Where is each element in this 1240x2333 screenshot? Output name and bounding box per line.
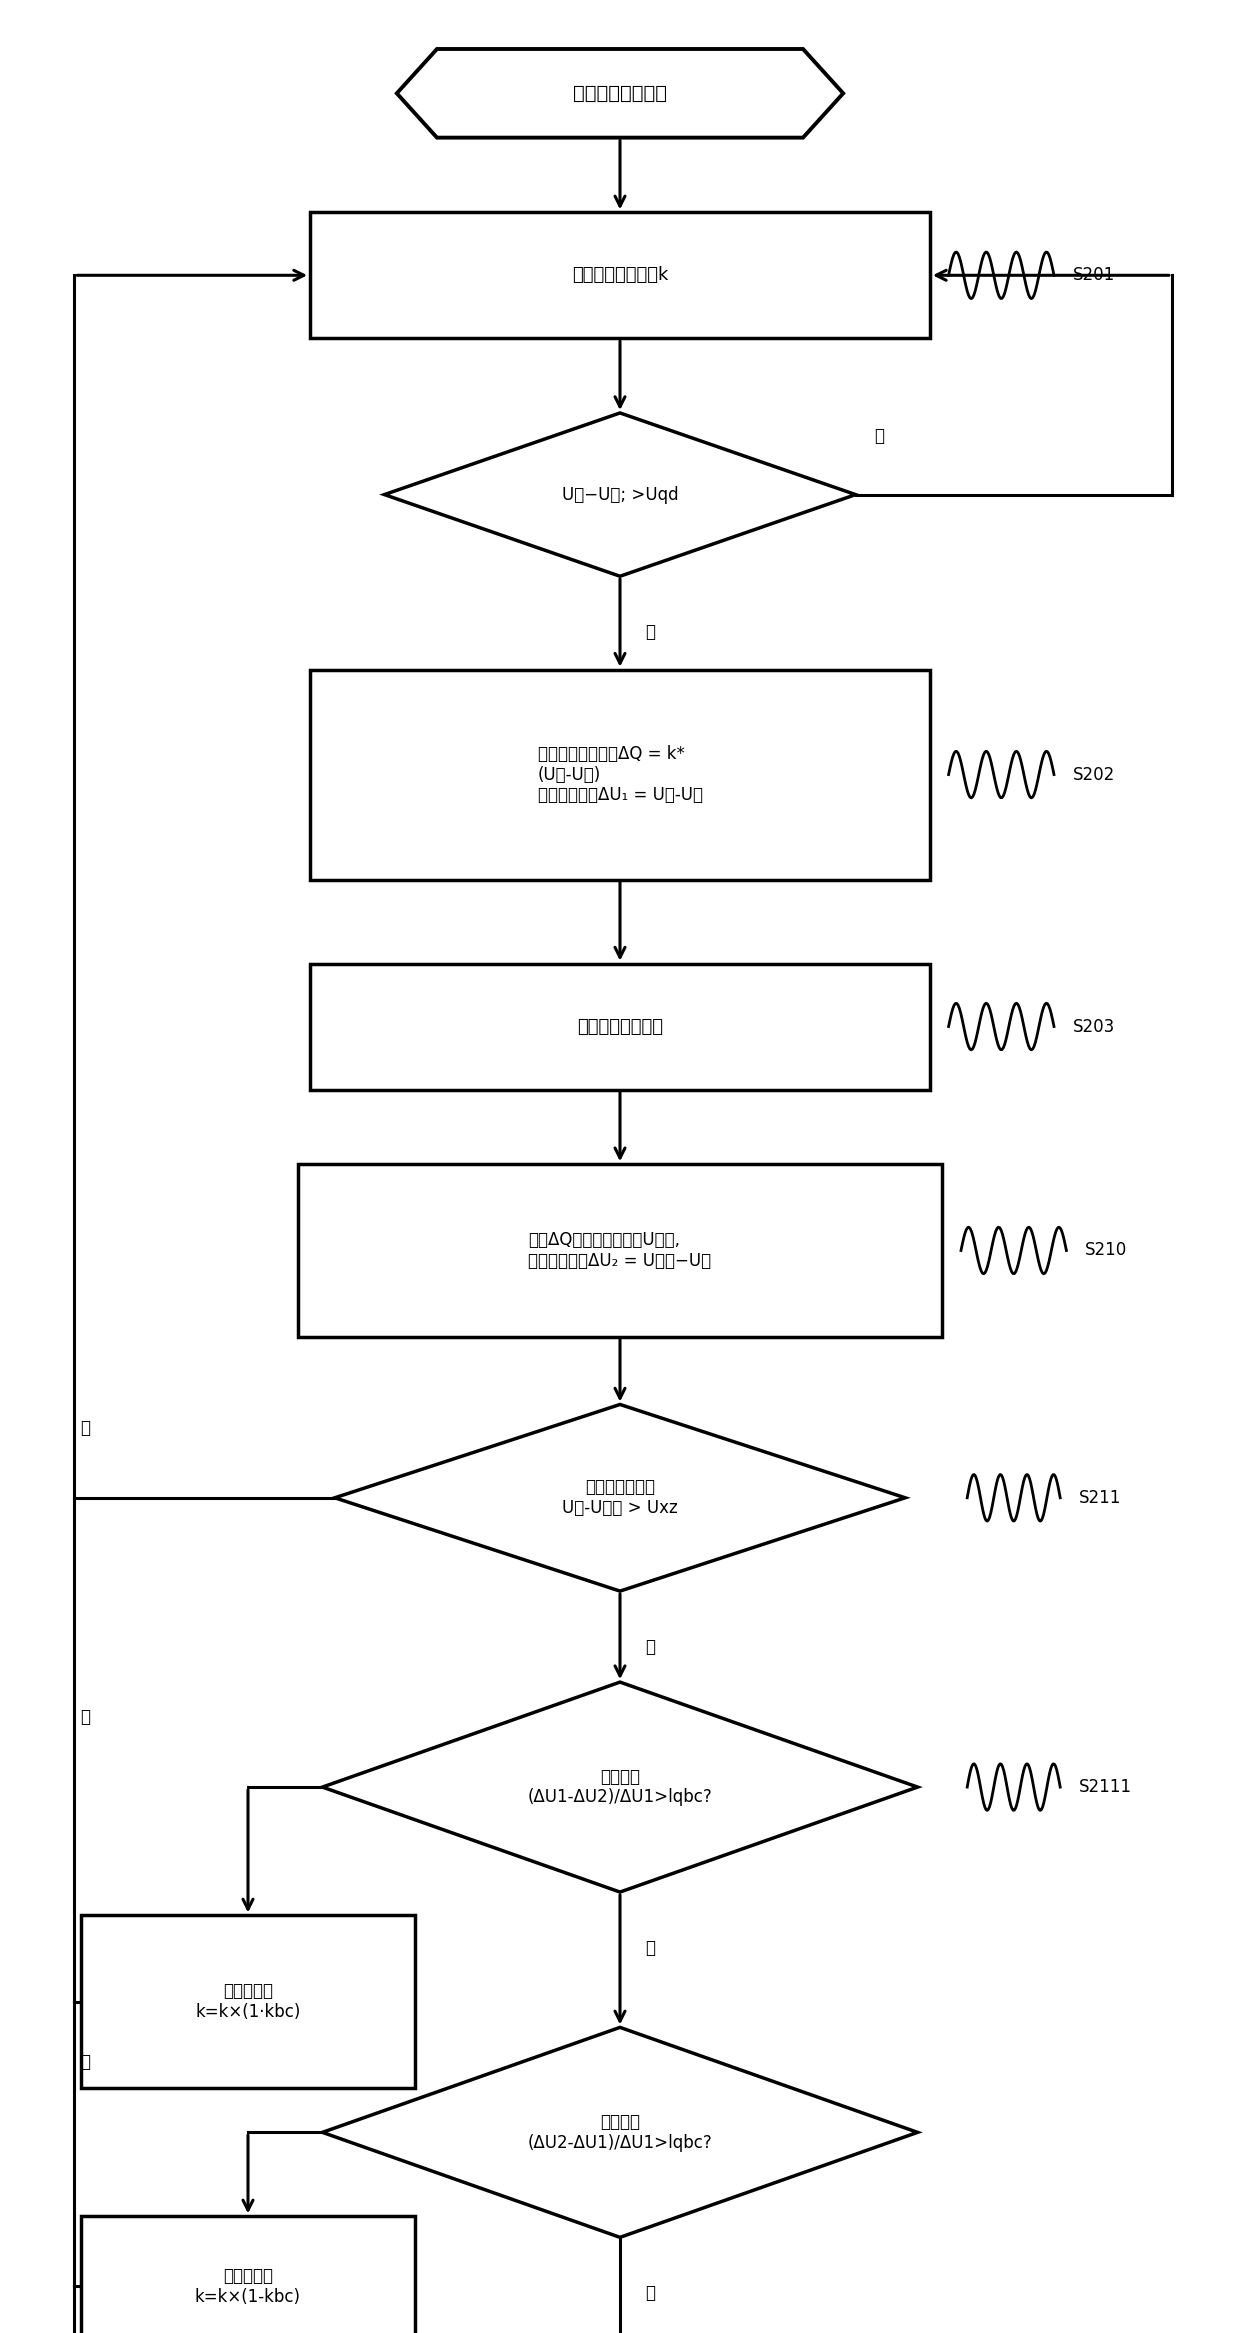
Text: S201: S201 <box>1073 266 1115 285</box>
FancyBboxPatch shape <box>81 2216 415 2333</box>
Text: 是: 是 <box>81 2053 91 2072</box>
Text: 电压无功控制启动: 电压无功控制启动 <box>573 84 667 103</box>
Text: 是: 是 <box>645 623 655 642</box>
Polygon shape <box>322 1682 918 1892</box>
Text: 否: 否 <box>645 1939 655 1957</box>
Text: 补偿ΔQ后，实际电压为U实后,
实际电压增量ΔU₂ = U实后−U实: 补偿ΔQ后，实际电压为U实后, 实际电压增量ΔU₂ = U实后−U实 <box>528 1232 712 1269</box>
FancyBboxPatch shape <box>310 670 930 880</box>
Polygon shape <box>397 49 843 138</box>
Text: 是: 是 <box>645 1638 655 1656</box>
Text: 计算预测补偿无功ΔQ = k*
(U目-U实)
预测电压增量ΔU₁ = U目-U实: 计算预测补偿无功ΔQ = k* (U目-U实) 预测电压增量ΔU₁ = U目-U… <box>537 744 703 805</box>
Text: 修正条件
(ΔU2-ΔU1)/ΔU1>lqbc?: 修正条件 (ΔU2-ΔU1)/ΔU1>lqbc? <box>528 2114 712 2151</box>
Text: 等待无功补偿过程: 等待无功补偿过程 <box>577 1017 663 1036</box>
Polygon shape <box>384 413 856 576</box>
Text: 是: 是 <box>81 1708 91 1726</box>
Text: 判别修正条件：
U目-U实后 > Uxz: 判别修正条件： U目-U实后 > Uxz <box>562 1479 678 1516</box>
Polygon shape <box>322 2027 918 2237</box>
Text: S211: S211 <box>1079 1488 1121 1507</box>
Text: 否: 否 <box>81 1418 91 1437</box>
FancyBboxPatch shape <box>310 212 930 338</box>
Text: U目−U实; >Uqd: U目−U实; >Uqd <box>562 485 678 504</box>
Text: 过补偿修正
k=k×(1-kbc): 过补偿修正 k=k×(1-kbc) <box>195 2268 301 2305</box>
FancyBboxPatch shape <box>298 1164 942 1337</box>
Text: 修正条件
(ΔU1-ΔU2)/ΔU1>lqbc?: 修正条件 (ΔU1-ΔU2)/ΔU1>lqbc? <box>528 1768 712 1806</box>
Text: 否: 否 <box>874 427 884 446</box>
FancyBboxPatch shape <box>310 964 930 1090</box>
Text: S210: S210 <box>1085 1241 1127 1260</box>
Text: S2111: S2111 <box>1079 1778 1132 1796</box>
Text: 初始化灵敏系数值k: 初始化灵敏系数值k <box>572 266 668 285</box>
Text: 欠补偿修正
k=k×(1·kbc): 欠补偿修正 k=k×(1·kbc) <box>196 1983 300 2020</box>
Text: S203: S203 <box>1073 1017 1115 1036</box>
Text: S202: S202 <box>1073 765 1115 784</box>
FancyBboxPatch shape <box>81 1915 415 2088</box>
Text: 否: 否 <box>645 2284 655 2303</box>
Polygon shape <box>335 1404 905 1591</box>
